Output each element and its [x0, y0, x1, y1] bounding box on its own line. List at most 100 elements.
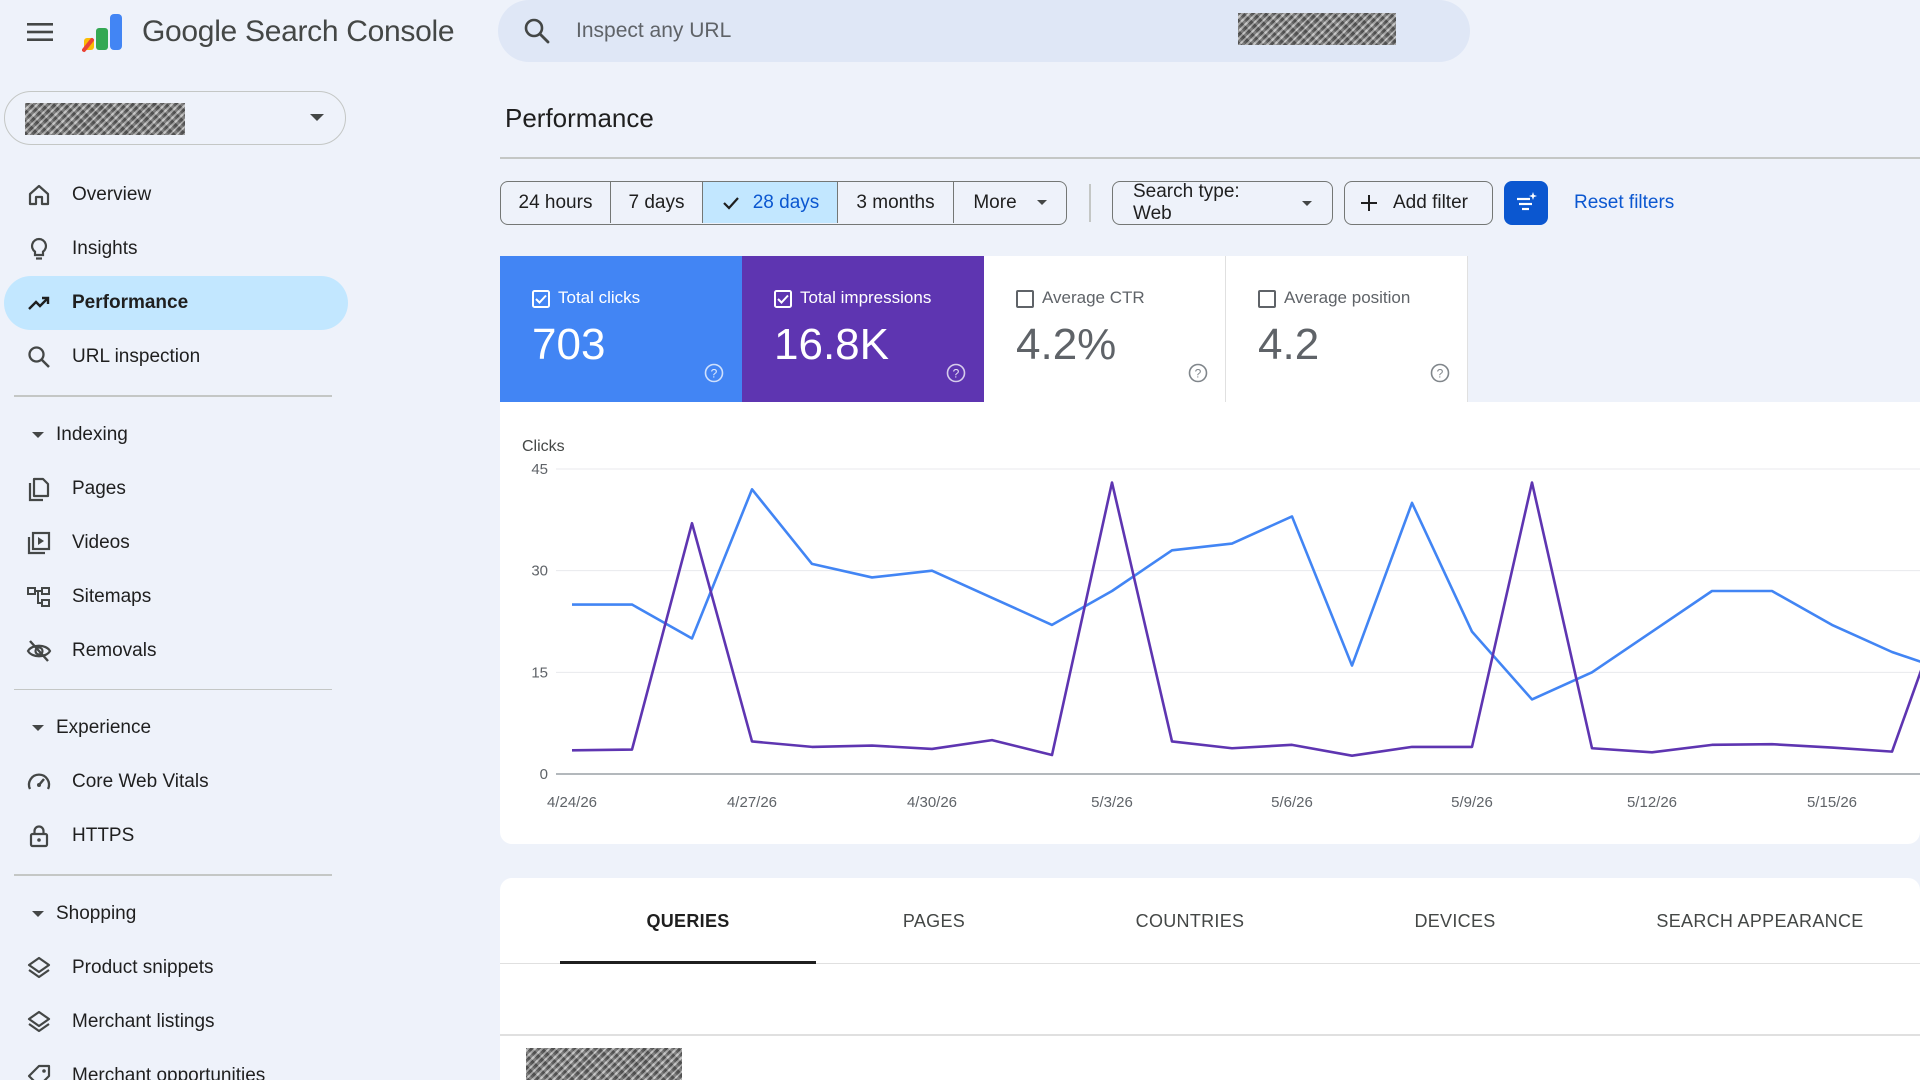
svg-text:?: ?: [953, 367, 960, 381]
section-shopping[interactable]: Shopping: [0, 887, 360, 941]
tab-countries[interactable]: COUNTRIES: [1080, 878, 1300, 964]
sidebar-nav: Overview Insights Performance URL inspec…: [0, 168, 360, 1080]
search-type-label: Search type: Web: [1133, 181, 1240, 224]
tab-devices[interactable]: DEVICES: [1350, 878, 1560, 964]
tab-pages[interactable]: PAGES: [836, 878, 1032, 964]
top-bar: Google Search Console: [0, 0, 1920, 64]
sidebar-item-merchant-opportunities[interactable]: Merchant opportunities: [0, 1049, 348, 1080]
table-divider: [500, 1034, 1920, 1036]
video-library-icon: [27, 531, 51, 554]
sidebar-item-performance[interactable]: Performance: [4, 276, 348, 330]
url-inspect-search[interactable]: [498, 0, 1470, 62]
metric-value: 4.2%: [1016, 320, 1117, 369]
section-label: Shopping: [56, 902, 137, 924]
metric-card-position[interactable]: Average position 4.2 ?: [1226, 256, 1468, 402]
sidebar-item-https[interactable]: HTTPS: [0, 809, 348, 863]
range-more[interactable]: More: [954, 182, 1066, 223]
add-filter-label: Add filter: [1393, 192, 1468, 213]
section-indexing[interactable]: Indexing: [0, 408, 360, 462]
range-24-hours[interactable]: 24 hours: [501, 182, 611, 223]
sidebar-item-sitemaps[interactable]: Sitemaps: [0, 570, 348, 624]
filter-settings-button[interactable]: [1504, 181, 1548, 225]
lightbulb-icon: [30, 237, 48, 260]
sidebar-item-pages[interactable]: Pages: [0, 462, 348, 516]
sidebar-item-label: Overview: [72, 184, 152, 205]
search-icon: [524, 18, 550, 44]
checkbox-checked-icon[interactable]: [532, 290, 550, 308]
sidebar-item-url-inspection[interactable]: URL inspection: [0, 330, 348, 384]
x-tick-label: 5/3/26: [1091, 794, 1133, 811]
app-title-product: Search Console: [236, 15, 455, 48]
add-filter-button[interactable]: Add filter: [1344, 181, 1493, 225]
sidebar-item-label: Removals: [72, 639, 157, 661]
y-tick-label: 30: [531, 563, 548, 580]
property-selector[interactable]: [4, 91, 346, 145]
metric-card-clicks[interactable]: Total clicks 703 ?: [500, 256, 742, 402]
section-experience[interactable]: Experience: [0, 701, 360, 755]
help-icon[interactable]: ?: [1430, 363, 1450, 383]
tab-label: QUERIES: [646, 910, 730, 931]
sidebar-item-core-web-vitals[interactable]: Core Web Vitals: [0, 755, 348, 809]
sidebar-item-removals[interactable]: Removals: [0, 624, 348, 678]
tab-label: COUNTRIES: [1135, 910, 1245, 931]
x-tick-label: 5/6/26: [1271, 794, 1313, 811]
toolbar-divider: [1089, 184, 1091, 222]
checkbox[interactable]: [1258, 290, 1276, 308]
metric-card-ctr[interactable]: Average CTR 4.2% ?: [984, 256, 1226, 402]
range-28-days[interactable]: 28 days: [703, 182, 838, 223]
tab-label: DEVICES: [1414, 910, 1496, 931]
range-3-months[interactable]: 3 months: [838, 182, 954, 223]
sidebar-item-label: Pages: [72, 477, 126, 499]
sidebar-item-overview[interactable]: Overview: [0, 168, 348, 222]
x-tick-label: 5/12/26: [1627, 794, 1677, 811]
help-icon[interactable]: ?: [946, 363, 966, 383]
help-icon[interactable]: ?: [1188, 363, 1208, 383]
metric-card-impressions[interactable]: Total impressions 16.8K ?: [742, 256, 984, 402]
range-label: 28 days: [752, 191, 820, 213]
range-7-days[interactable]: 7 days: [611, 182, 703, 223]
x-tick-label: 4/27/26: [727, 794, 777, 811]
impressions-series-line: [571, 481, 1920, 758]
sidebar-item-insights[interactable]: Insights: [0, 222, 348, 276]
nav-divider: [14, 874, 332, 876]
page-title: Performance: [505, 103, 654, 133]
redacted-query: [526, 1048, 682, 1080]
check-icon: [722, 196, 739, 210]
sidebar-item-label: Core Web Vitals: [72, 771, 209, 792]
performance-chart: Clicks 0 15 30 45 4/24/26 4/27/26 4/30/26 5/3/26…: [500, 402, 1920, 844]
sidebar-item-label: URL inspection: [72, 346, 201, 367]
menu-icon[interactable]: [20, 12, 60, 52]
clicks-series-line: [572, 488, 1920, 701]
reset-filters-link[interactable]: Reset filters: [1574, 192, 1675, 213]
plus-icon: [1361, 195, 1377, 211]
sidebar-item-videos[interactable]: Videos: [0, 516, 348, 570]
y-tick-label: 0: [540, 766, 548, 783]
range-label: 7 days: [628, 191, 685, 213]
title-divider: [500, 157, 1920, 159]
metric-cards: Total clicks 703 ? Total impressions 16.…: [500, 256, 1920, 402]
search-input[interactable]: [576, 12, 736, 50]
sitemap-icon: [27, 586, 50, 607]
section-label: Indexing: [56, 423, 128, 445]
sidebar-item-product-snippets[interactable]: Product snippets: [0, 941, 348, 995]
visibility-off-icon: [26, 639, 52, 662]
lock-icon: [29, 825, 49, 848]
checkbox[interactable]: [1016, 290, 1034, 308]
tag-icon: [27, 1064, 51, 1080]
metric-label: Average CTR: [1042, 288, 1145, 307]
metric-label: Average position: [1284, 288, 1411, 307]
section-label: Experience: [56, 717, 152, 738]
search-type-filter[interactable]: Search type: Web: [1112, 181, 1333, 225]
tab-queries[interactable]: QUERIES: [560, 878, 816, 964]
y-tick-label: 45: [531, 461, 548, 478]
sidebar-item-label: Videos: [72, 531, 130, 553]
sidebar-item-merchant-listings[interactable]: Merchant listings: [0, 995, 348, 1049]
help-icon[interactable]: ?: [704, 363, 724, 383]
tab-search-appearance[interactable]: SEARCH APPEARANCE: [1610, 878, 1910, 964]
app-title[interactable]: Google Search Console: [142, 15, 455, 49]
checkbox-checked-icon[interactable]: [774, 290, 792, 308]
metric-value: 4.2: [1258, 320, 1320, 369]
redacted-property-name: [25, 103, 185, 135]
x-tick-label: 4/30/26: [907, 794, 957, 811]
y-tick-label: 15: [531, 664, 548, 681]
